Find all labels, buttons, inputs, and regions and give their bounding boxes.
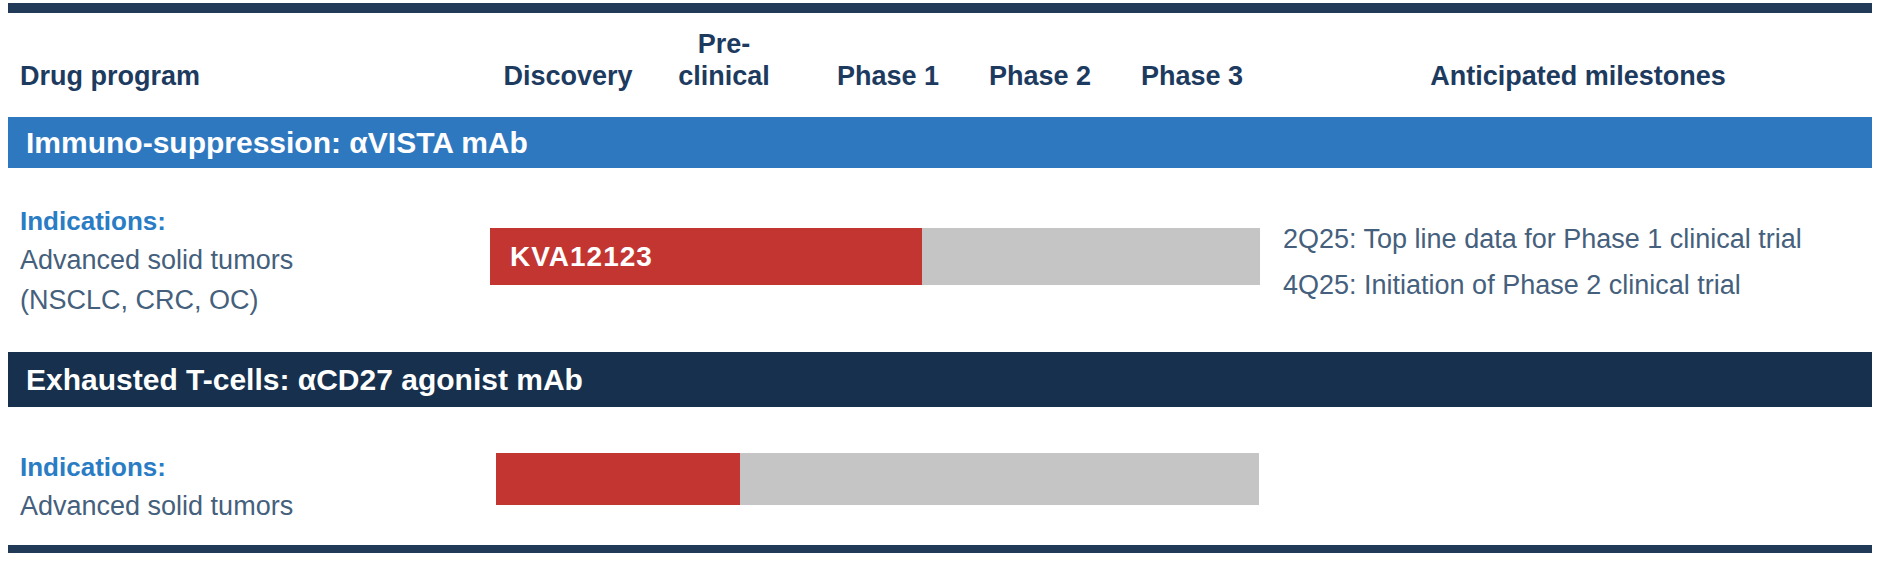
drug-label-kva12123: KVA12123 (490, 241, 653, 273)
section-title: Immuno-suppression: αVISTA mAb (8, 126, 528, 160)
milestone-line: 2Q25: Top line data for Phase 1 clinical… (1283, 216, 1863, 262)
column-header-discovery: Discovery (503, 60, 632, 92)
bottom-border (8, 545, 1872, 553)
pipeline-chart: Drug program Discovery Pre- clinical Pha… (0, 0, 1880, 561)
column-header-phase1: Phase 1 (837, 60, 939, 92)
pipeline-bar-track-kva12123: KVA12123 (490, 228, 1260, 285)
indication-line: (NSCLC, CRC, OC) (20, 280, 480, 320)
column-header-phase3: Phase 3 (1141, 60, 1243, 92)
section-header-exhausted-t-cells: Exhausted T-cells: αCD27 agonist mAb (8, 352, 1872, 407)
section-title: Exhausted T-cells: αCD27 agonist mAb (8, 363, 583, 397)
column-headers: Drug program Discovery Pre- clinical Pha… (0, 18, 1880, 92)
column-header-preclinical-line2: clinical (678, 60, 770, 92)
column-header-phase2: Phase 2 (989, 60, 1091, 92)
column-header-drug-program: Drug program (20, 60, 200, 92)
indications-label: Indications: (20, 202, 480, 240)
pipeline-bar-progress-cd27 (496, 453, 740, 505)
section-header-immuno-suppression: Immuno-suppression: αVISTA mAb (8, 117, 1872, 168)
pipeline-bar-track-cd27 (496, 453, 1259, 505)
indications-block-exhausted-t-cells: Indications: Advanced solid tumors (20, 448, 480, 526)
pipeline-bar-progress-kva12123: KVA12123 (490, 228, 922, 285)
column-header-anticipated-milestones: Anticipated milestones (1430, 60, 1726, 92)
column-header-preclinical-line1: Pre- (678, 28, 770, 60)
indication-line: Advanced solid tumors (20, 486, 480, 526)
milestone-line: 4Q25: Initiation of Phase 2 clinical tri… (1283, 262, 1863, 308)
indications-label: Indications: (20, 448, 480, 486)
milestones-block-kva12123: 2Q25: Top line data for Phase 1 clinical… (1283, 216, 1863, 308)
top-border (8, 3, 1872, 13)
indication-line: Advanced solid tumors (20, 240, 480, 280)
column-header-preclinical: Pre- clinical (678, 28, 770, 92)
indications-block-immuno-suppression: Indications: Advanced solid tumors (NSCL… (20, 202, 480, 320)
